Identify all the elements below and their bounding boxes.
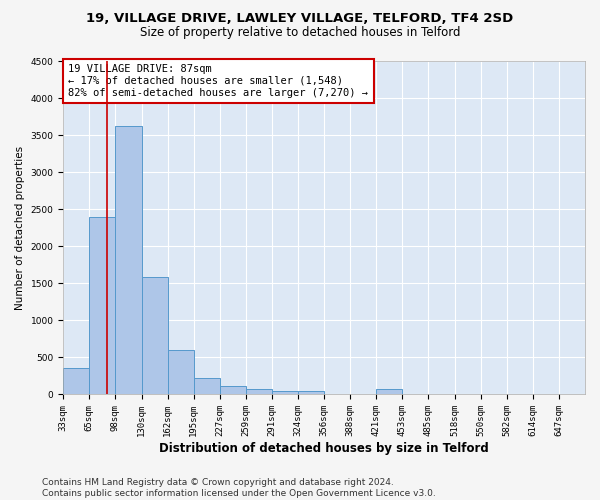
Bar: [115, 126, 142, 394]
Bar: [376, 390, 403, 394]
X-axis label: Distribution of detached houses by size in Telford: Distribution of detached houses by size …: [159, 442, 489, 455]
Bar: [142, 278, 167, 394]
Bar: [220, 386, 246, 394]
Text: 19, VILLAGE DRIVE, LAWLEY VILLAGE, TELFORD, TF4 2SD: 19, VILLAGE DRIVE, LAWLEY VILLAGE, TELFO…: [86, 12, 514, 26]
Bar: [167, 350, 194, 395]
Y-axis label: Number of detached properties: Number of detached properties: [15, 146, 25, 310]
Bar: [194, 378, 220, 394]
Bar: [272, 391, 298, 394]
Bar: [298, 391, 324, 394]
Bar: [89, 216, 115, 394]
Bar: [63, 368, 89, 394]
Bar: [246, 390, 272, 394]
Text: Size of property relative to detached houses in Telford: Size of property relative to detached ho…: [140, 26, 460, 39]
Text: Contains HM Land Registry data © Crown copyright and database right 2024.
Contai: Contains HM Land Registry data © Crown c…: [42, 478, 436, 498]
Text: 19 VILLAGE DRIVE: 87sqm
← 17% of detached houses are smaller (1,548)
82% of semi: 19 VILLAGE DRIVE: 87sqm ← 17% of detache…: [68, 64, 368, 98]
